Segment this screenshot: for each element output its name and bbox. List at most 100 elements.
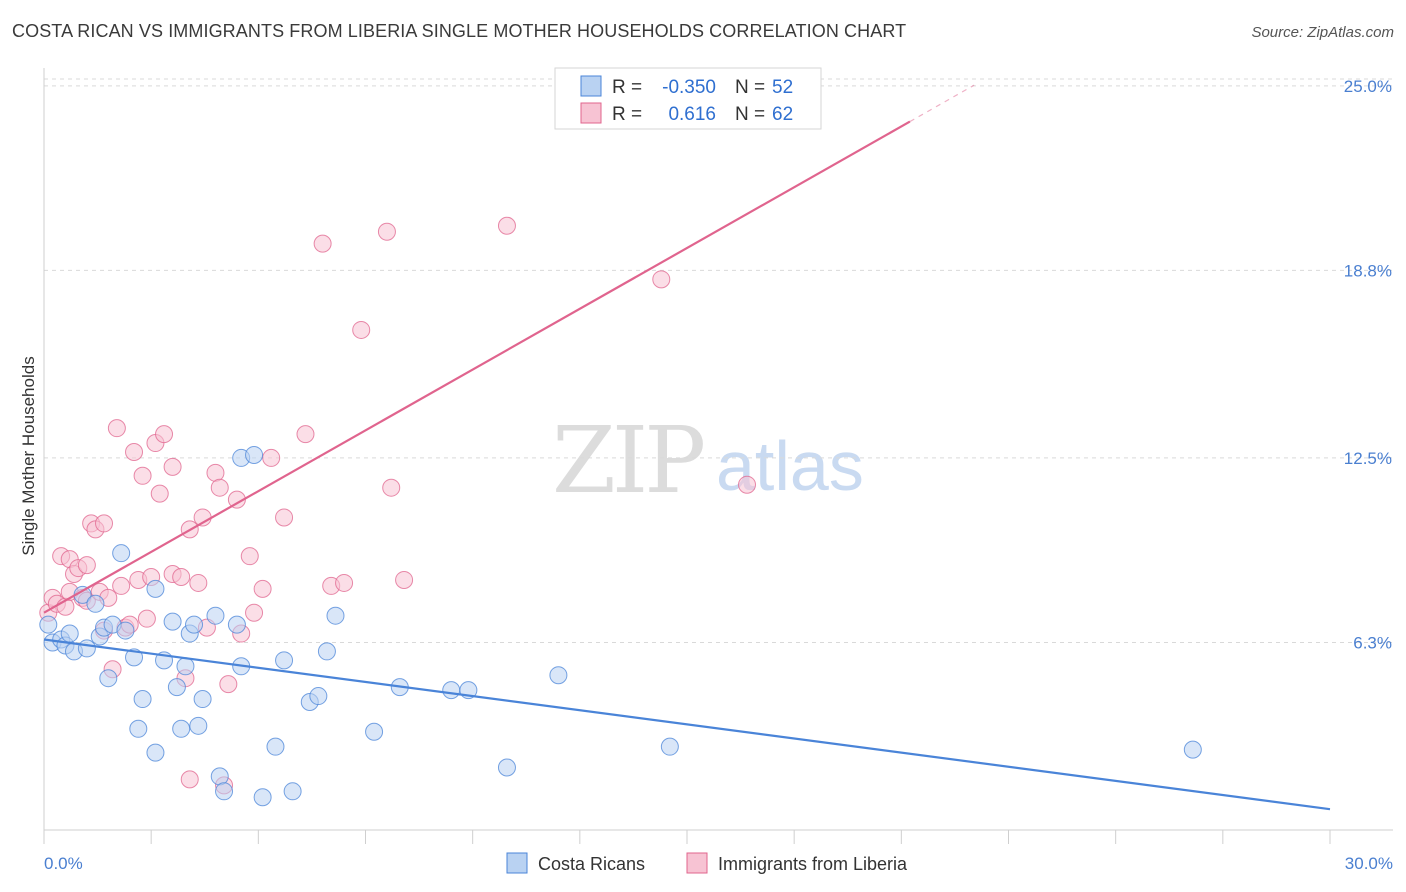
costa-rican-point-30 xyxy=(210,767,229,786)
liberia-point-31 xyxy=(163,457,182,476)
liberia-point-26 xyxy=(137,609,156,628)
costa-rican-point-32 xyxy=(227,615,246,634)
costa-rican-trend-line xyxy=(43,638,1331,811)
costa-rican-point-0 xyxy=(39,615,58,634)
chart-title: COSTA RICAN VS IMMIGRANTS FROM LIBERIA S… xyxy=(12,21,907,41)
costa-rican-point-26 xyxy=(185,615,204,634)
costa-rican-point-8 xyxy=(86,594,105,613)
costa-rican-point-37 xyxy=(266,737,285,756)
bottom-legend-swatch-pink xyxy=(686,852,708,874)
liberia-point-20 xyxy=(112,576,131,595)
legend-r-label-2: R = xyxy=(612,104,642,125)
x-tick-label-1: 30.0% xyxy=(1345,854,1393,873)
liberia-point-37 xyxy=(189,573,208,592)
x-ticks xyxy=(43,830,1331,844)
liberia-point-59 xyxy=(497,216,516,235)
legend-r-value-2: 0.616 xyxy=(663,104,716,125)
liberia-point-50 xyxy=(275,508,294,527)
liberia-trend-line xyxy=(43,120,911,614)
costa-rican-point-15 xyxy=(125,648,144,667)
costa-rican-point-14 xyxy=(116,621,135,640)
liberia-point-41 xyxy=(210,478,229,497)
liberia-point-52 xyxy=(313,234,332,253)
legend-n-value-1: 52 xyxy=(772,77,793,98)
costa-rican-point-43 xyxy=(326,606,345,625)
liberia-point-40 xyxy=(206,463,225,482)
costa-rican-point-13 xyxy=(112,544,131,563)
y-tick-label-2: 18.8% xyxy=(1344,261,1392,280)
costa-rican-point-35 xyxy=(245,445,264,464)
costa-rican-point-51 xyxy=(1183,740,1202,759)
liberia-point-36 xyxy=(180,770,199,789)
liberia-point-49 xyxy=(262,448,281,467)
costa-rican-point-44 xyxy=(365,722,384,741)
costa-rican-point-27 xyxy=(189,716,208,735)
bottom-legend-label-blue: Costa Ricans xyxy=(538,854,645,874)
costa-rican-point-19 xyxy=(146,579,165,598)
liberia-point-47 xyxy=(245,603,264,622)
liberia-point-57 xyxy=(382,478,401,497)
costa-rican-point-29 xyxy=(206,606,225,625)
liberia-trend-extension xyxy=(909,84,975,123)
liberia-point-61 xyxy=(738,475,757,494)
liberia-point-29 xyxy=(150,484,169,503)
axes xyxy=(43,68,1393,831)
watermark-atlas: atlas xyxy=(716,427,864,505)
y-tick-label-1: 12.5% xyxy=(1344,449,1392,468)
costa-rican-point-41 xyxy=(309,687,328,706)
costa-rican-point-21 xyxy=(163,612,182,631)
costa-rican-point-38 xyxy=(275,651,294,670)
costa-rican-point-48 xyxy=(497,758,516,777)
costa-rican-point-50 xyxy=(660,737,679,756)
liberia-point-43 xyxy=(219,675,238,694)
costa-rican-point-42 xyxy=(317,642,336,661)
series-legend: Costa Ricans Immigrants from Liberia xyxy=(506,852,908,874)
bottom-legend-swatch-blue xyxy=(506,852,528,874)
costa-rican-point-4 xyxy=(60,624,79,643)
liberia-point-56 xyxy=(377,222,396,241)
y-tick-label-3: 25.0% xyxy=(1344,77,1392,96)
source-credit: Source: ZipAtlas.com xyxy=(1251,24,1394,41)
liberia-point-11 xyxy=(77,556,96,575)
x-tick-label-0: 0.0% xyxy=(44,854,83,873)
costa-rican-point-22 xyxy=(167,678,186,697)
costa-rican-point-18 xyxy=(146,743,165,762)
costa-rican-point-36 xyxy=(253,788,272,807)
costa-rican-point-46 xyxy=(442,681,461,700)
liberia-point-33 xyxy=(172,567,191,586)
costa-rican-point-39 xyxy=(283,782,302,801)
liberia-point-15 xyxy=(95,514,114,533)
liberia-point-60 xyxy=(652,270,671,289)
liberia-point-54 xyxy=(335,573,354,592)
costa-rican-point-7 xyxy=(77,639,96,658)
y-tick-labels: 6.3% 12.5% 18.8% 25.0% xyxy=(1344,77,1392,653)
legend-n-label-1: N = xyxy=(735,77,765,98)
x-tick-labels: 0.0% 30.0% xyxy=(44,854,1393,873)
liberia-point-55 xyxy=(352,320,371,339)
costa-rican-point-16 xyxy=(133,690,152,709)
bottom-legend-label-pink: Immigrants from Liberia xyxy=(718,854,908,874)
costa-rican-point-28 xyxy=(193,690,212,709)
legend-r-value-1: -0.350 xyxy=(662,77,716,98)
liberia-point-46 xyxy=(240,547,259,566)
costa-rican-point-31 xyxy=(215,782,234,801)
liberia-point-25 xyxy=(133,466,152,485)
liberia-point-23 xyxy=(125,442,144,461)
y-axis-label: Single Mother Households xyxy=(19,356,38,555)
y-tick-label-0: 6.3% xyxy=(1353,633,1392,652)
correlation-legend: R = -0.350 N = 52 R = 0.616 N = 62 xyxy=(554,67,822,130)
trend-lines xyxy=(43,84,1331,811)
costa-rican-point-24 xyxy=(176,657,195,676)
costa-rican-point-17 xyxy=(129,719,148,738)
legend-r-label-1: R = xyxy=(612,77,642,98)
watermark-zip: ZIP xyxy=(552,407,703,514)
costa-rican-point-11 xyxy=(99,669,118,688)
legend-swatch-blue xyxy=(580,75,602,97)
liberia-point-58 xyxy=(395,570,414,589)
legend-n-label-2: N = xyxy=(735,104,765,125)
liberia-point-48 xyxy=(253,579,272,598)
liberia-point-30 xyxy=(155,425,174,444)
costa-rican-point-49 xyxy=(549,666,568,685)
costa-rican-point-23 xyxy=(172,719,191,738)
